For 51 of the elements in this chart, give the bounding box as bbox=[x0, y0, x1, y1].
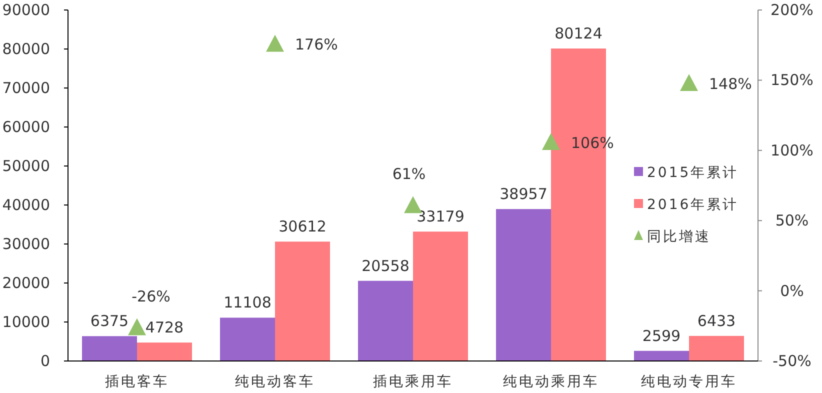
data-label: 38957 bbox=[500, 185, 548, 204]
x-tick-label: 插电乘用车 bbox=[373, 374, 453, 390]
data-label: 176% bbox=[295, 36, 338, 54]
point bbox=[680, 74, 698, 92]
y2-tick-label: 150% bbox=[770, 71, 814, 90]
legend-label: 2016年累计 bbox=[647, 197, 739, 213]
point bbox=[128, 318, 146, 336]
data-label: 11108 bbox=[224, 294, 272, 312]
point bbox=[266, 34, 284, 52]
bar bbox=[689, 336, 744, 361]
data-label: 33179 bbox=[416, 208, 464, 226]
x-tick-label: 纯电动专用车 bbox=[641, 374, 737, 390]
y-tick-label: 40000 bbox=[2, 196, 50, 214]
bar bbox=[413, 232, 468, 361]
y2-tick-label: -50% bbox=[772, 352, 812, 370]
bar bbox=[358, 280, 413, 361]
data-label: -26% bbox=[132, 287, 170, 306]
y2-tick-label: 200% bbox=[770, 1, 814, 19]
y-tick-label: 30000 bbox=[2, 235, 50, 253]
y2-tick-label: 100% bbox=[770, 141, 814, 160]
y-tick-label: 70000 bbox=[2, 79, 50, 97]
y-tick-label: 10000 bbox=[2, 313, 50, 331]
data-label: 20558 bbox=[362, 256, 410, 275]
y-tick-label: 80000 bbox=[2, 40, 50, 58]
bar bbox=[496, 209, 551, 361]
legend-label: 同比增速 bbox=[647, 229, 711, 245]
y-tick-label: 60000 bbox=[2, 118, 50, 136]
x-tick-label: 纯电动客车 bbox=[235, 374, 315, 390]
data-label: 80124 bbox=[554, 24, 602, 43]
data-label: 4728 bbox=[145, 318, 184, 337]
x-tick-label: 纯电动乘用车 bbox=[503, 374, 599, 390]
data-label: 2599 bbox=[642, 326, 681, 345]
bar bbox=[82, 336, 137, 361]
data-label: 6433 bbox=[697, 312, 736, 330]
bar bbox=[275, 242, 330, 361]
bar bbox=[634, 350, 689, 361]
data-label: 148% bbox=[709, 75, 752, 94]
data-label: 61% bbox=[392, 165, 426, 184]
bar bbox=[137, 342, 192, 361]
y-tick-label: 50000 bbox=[2, 157, 50, 175]
y2-tick-label: 50% bbox=[775, 212, 809, 230]
y-tick-label: 90000 bbox=[2, 1, 50, 19]
y-tick-label: 0 bbox=[40, 352, 50, 370]
x-tick-label: 插电客车 bbox=[105, 374, 169, 390]
point bbox=[542, 132, 560, 150]
bar bbox=[220, 318, 275, 361]
data-label: 30612 bbox=[278, 218, 326, 236]
data-label: 6375 bbox=[90, 312, 129, 330]
y2-tick-label: 0% bbox=[780, 282, 804, 300]
y-tick-label: 20000 bbox=[2, 274, 50, 292]
legend-label: 2015年累计 bbox=[647, 165, 739, 181]
